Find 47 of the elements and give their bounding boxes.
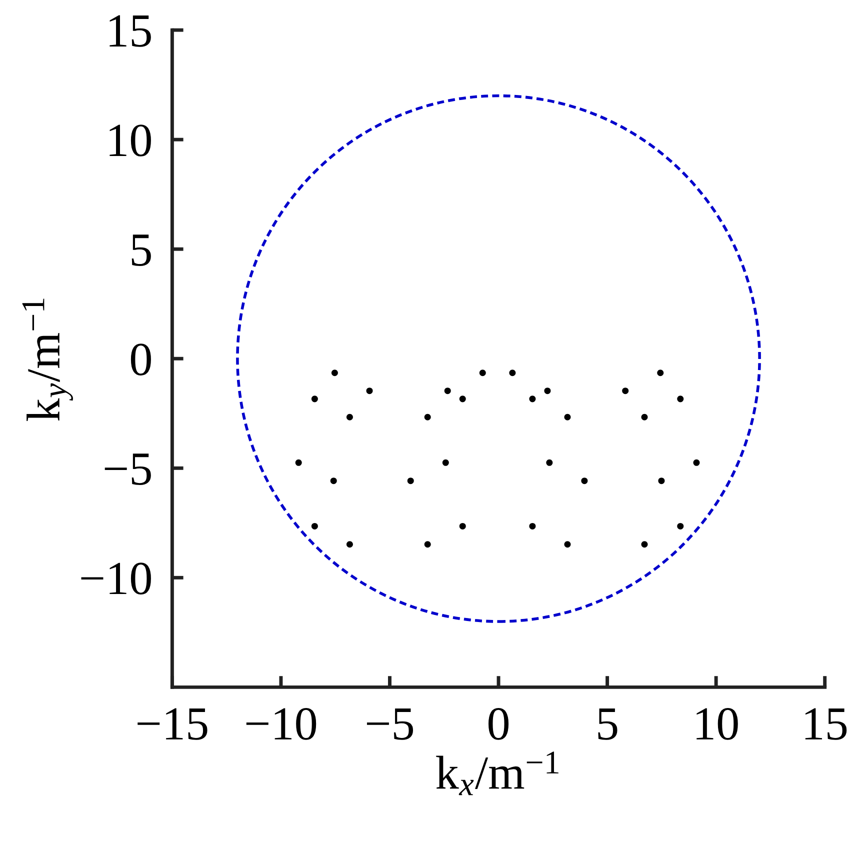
x-tick-label: −10 [246, 708, 316, 740]
y-tick-label: 15 [110, 15, 151, 47]
point [529, 396, 536, 402]
point [424, 541, 431, 548]
x-tick-label: −15 [138, 708, 208, 740]
point [311, 522, 318, 530]
point [295, 459, 302, 466]
point [330, 478, 337, 484]
point [331, 370, 338, 376]
x-tick-label: 5 [598, 708, 618, 740]
point [641, 541, 648, 548]
point [346, 414, 353, 420]
x-tick-label: 10 [696, 708, 738, 740]
point [677, 522, 684, 530]
point [546, 459, 553, 466]
point [311, 396, 318, 402]
point [622, 388, 629, 394]
point [366, 388, 373, 394]
point [657, 370, 664, 376]
y-tick-label: 5 [132, 234, 151, 266]
point [509, 370, 516, 376]
point [346, 541, 353, 548]
point [693, 459, 700, 466]
y-tick-label: 10 [110, 124, 151, 156]
point [459, 522, 466, 530]
point [564, 541, 571, 548]
x-tick-label: 15 [805, 708, 847, 740]
y-axis-title: k$_{y}$/m$^{−1}$ [22, 298, 73, 422]
y-tick-label: 0 [130, 344, 151, 376]
x-axis-title: k$_{x}$/m$^{−1}$ [436, 752, 558, 796]
point [544, 388, 551, 394]
point [442, 459, 449, 466]
point [444, 388, 451, 394]
point [459, 396, 466, 402]
x-tick-label: −5 [366, 708, 414, 740]
point [658, 478, 665, 484]
point [677, 396, 684, 402]
y-tick-label: −10 [81, 562, 151, 595]
point [424, 414, 431, 420]
y-tick-label: −5 [104, 454, 151, 486]
point [564, 414, 571, 420]
x-tick-label: 0 [488, 708, 509, 740]
point [529, 522, 536, 530]
point [641, 414, 648, 420]
point [581, 478, 588, 484]
point [479, 370, 486, 376]
point [407, 478, 414, 484]
